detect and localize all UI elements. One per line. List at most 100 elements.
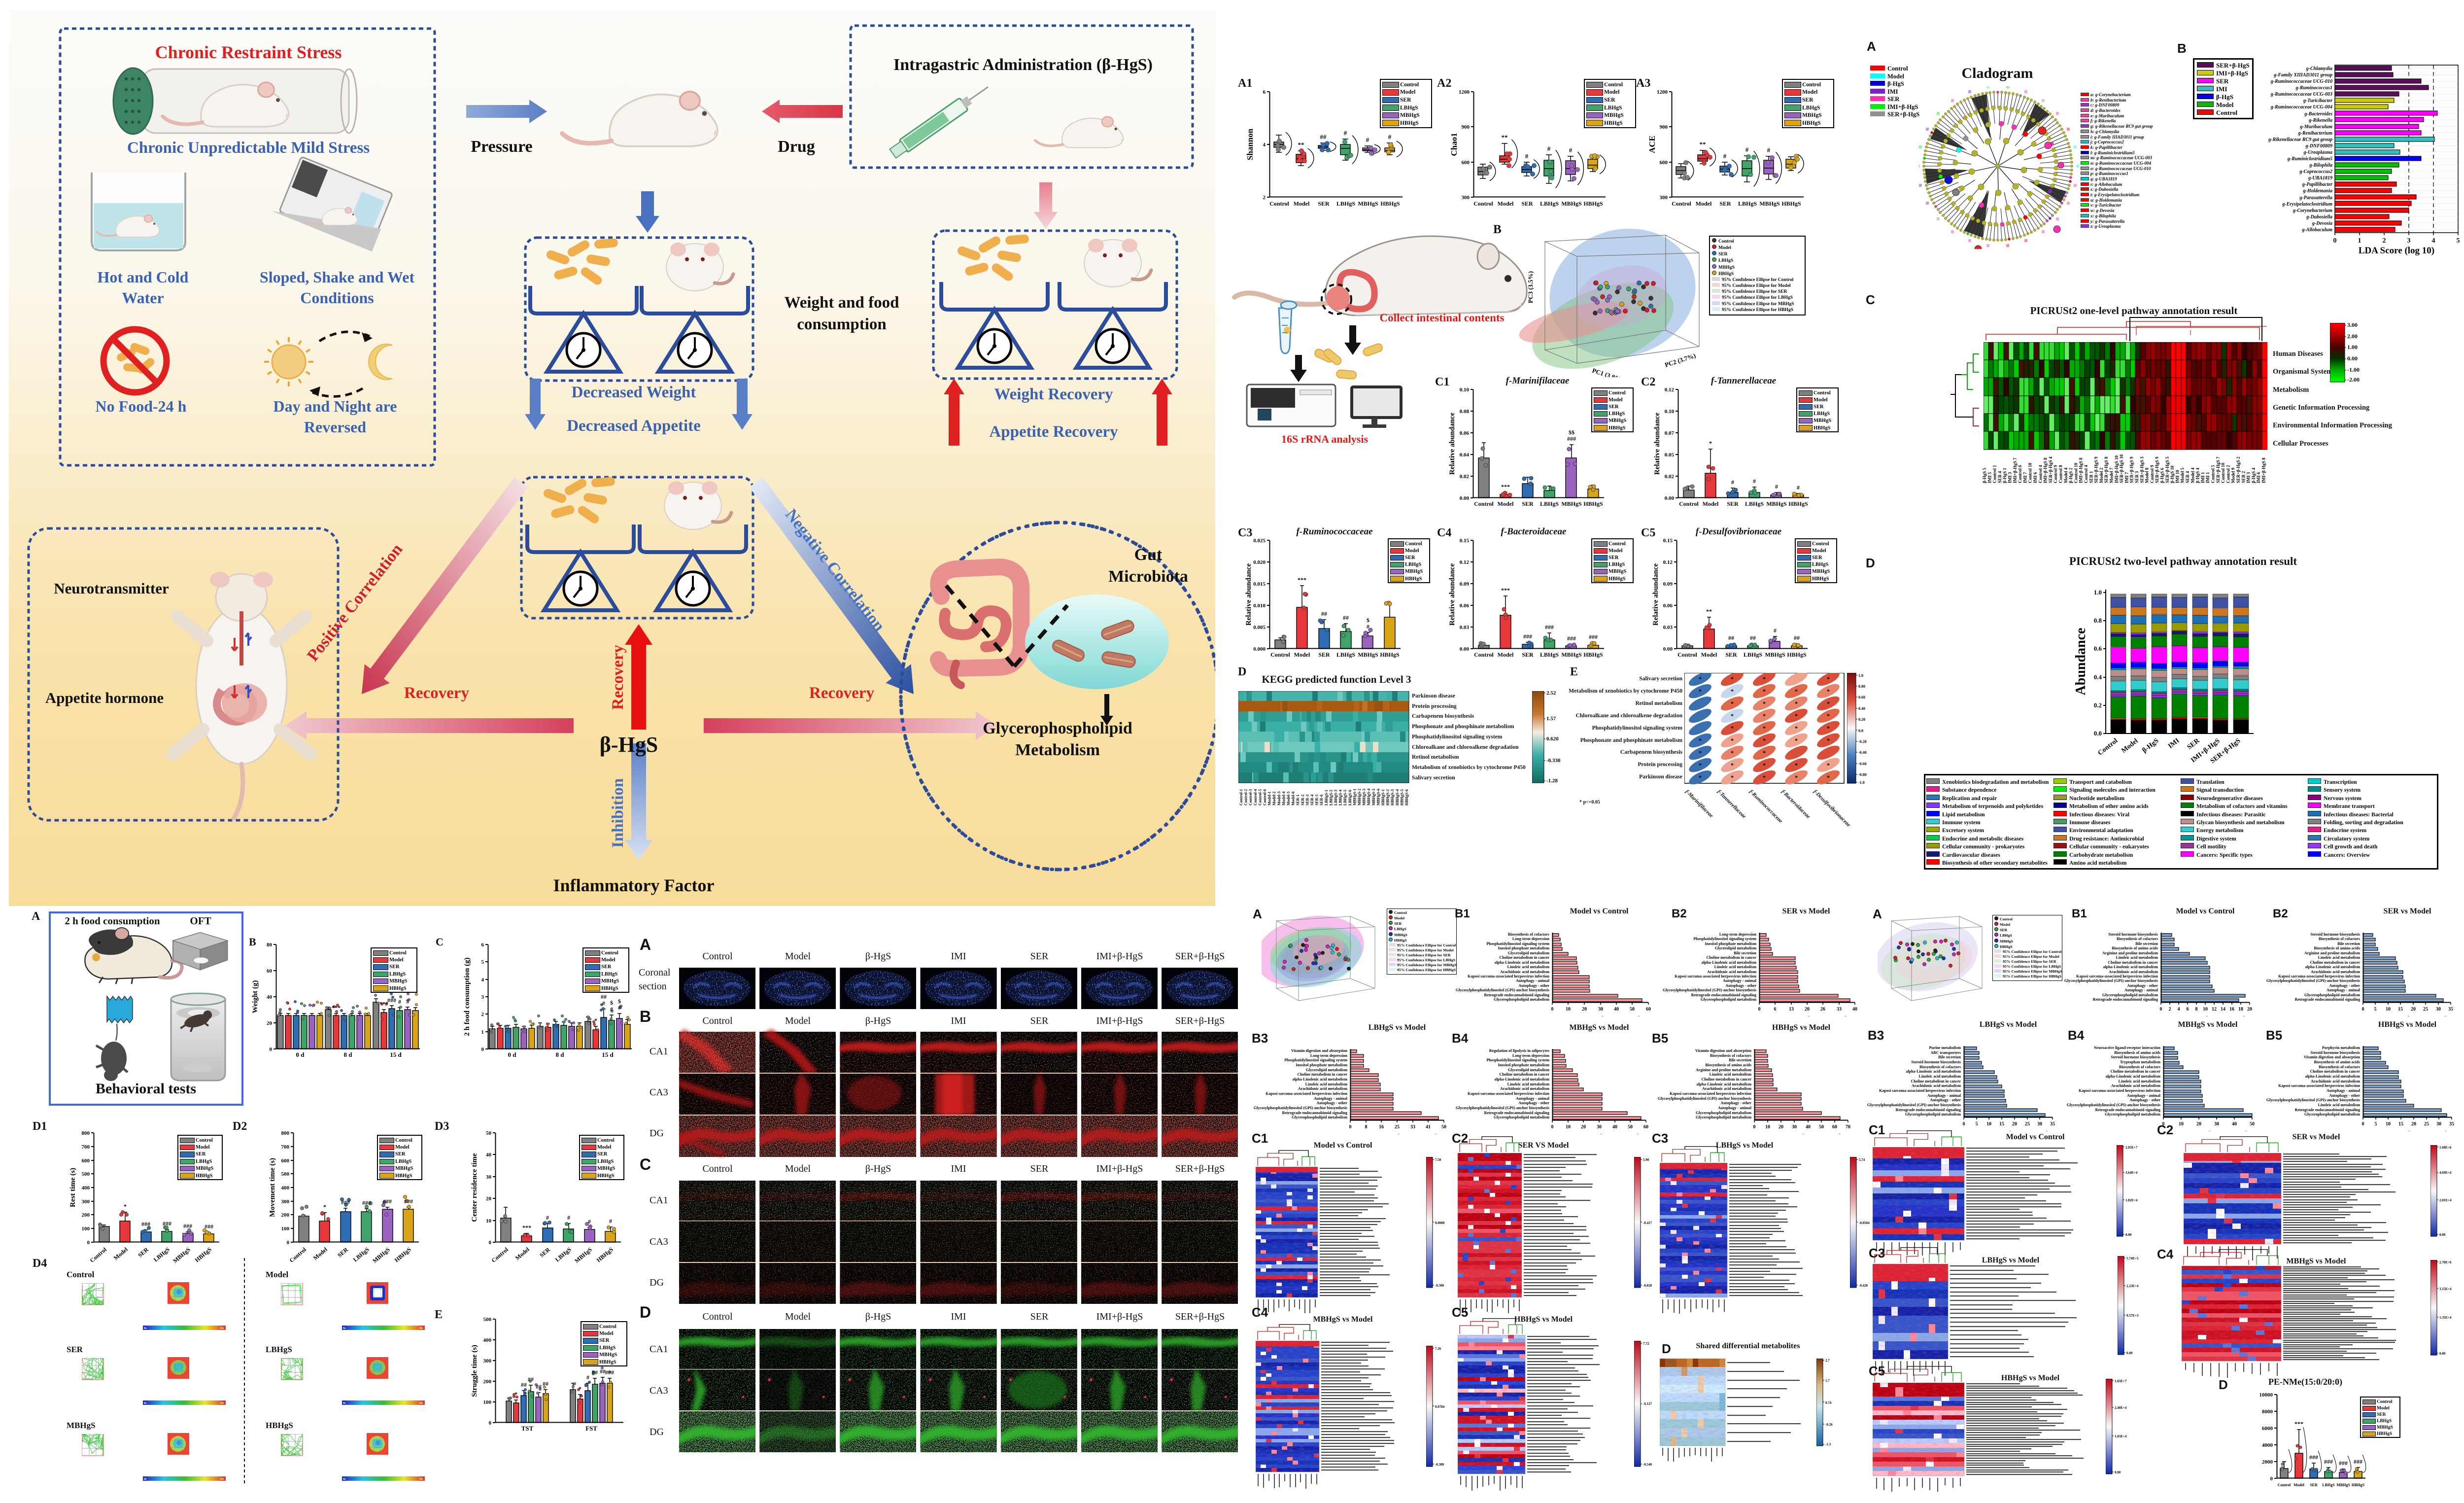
svg-text:5: 5 — [2375, 1121, 2377, 1127]
svg-text:LBHgS: LBHgS — [1744, 651, 1762, 658]
svg-text:Relative abundance: Relative abundance — [1652, 563, 1660, 626]
svg-text:Model-6: Model-6 — [1291, 792, 1296, 805]
svg-text:16: 16 — [1379, 1124, 1384, 1130]
svg-text:Autophagy - animal: Autophagy - animal — [2327, 988, 2361, 992]
svg-text:#: # — [567, 1214, 570, 1221]
svg-text:Kaposi sarcoma-associated herp: Kaposi sarcoma-associated herpesvirus in… — [1670, 1091, 1751, 1096]
svg-text:Vitamin digestion and absorpti: Vitamin digestion and absorption — [1695, 1049, 1752, 1053]
svg-text:Retrograde endocannabinoid sig: Retrograde endocannabinoid signaling — [1896, 1108, 1961, 1112]
svg-text:33: 33 — [1837, 1007, 1842, 1012]
svg-text:IMI 1: IMI 1 — [2205, 472, 2210, 483]
svg-text:Kaposi sarcoma-associated herp: Kaposi sarcoma-associated herpesvirus in… — [1468, 974, 1549, 979]
svg-text:*: * — [514, 1391, 517, 1398]
svg-text:Autophagy - animal: Autophagy - animal — [1314, 1096, 1348, 1101]
svg-text:HBHgS: HBHgS — [393, 1246, 412, 1263]
svg-text:4: 4 — [2432, 237, 2435, 245]
svg-text:TST: TST — [521, 1425, 534, 1432]
svg-text:Linoleic acid metabolism: Linoleic acid metabolism — [1305, 1082, 1348, 1086]
svg-text:0.00: 0.00 — [2115, 1470, 2121, 1474]
svg-text:SER: SER — [1318, 200, 1330, 207]
svg-text:alpha-Linolenic acid metabolis: alpha-Linolenic acid metabolism — [2105, 1074, 2160, 1079]
svg-text:3.15E+4: 3.15E+4 — [2439, 1287, 2452, 1291]
svg-text:0: 0 — [2160, 1007, 2162, 1012]
svg-text:4: 4 — [481, 977, 484, 983]
svg-text:40: 40 — [1612, 1124, 1617, 1130]
svg-text:Control 10: Control 10 — [2073, 462, 2078, 483]
svg-text:IMI 3: IMI 3 — [2246, 472, 2251, 483]
svg-text:###: ### — [2324, 1458, 2333, 1465]
svg-text:$: $ — [1367, 617, 1369, 624]
svg-text:alpha-Linolenic acid metabolis: alpha-Linolenic acid metabolism — [1292, 1077, 1347, 1082]
svg-text:0: 0 — [270, 1047, 273, 1052]
svg-text:Arachidonic acid metabolism: Arachidonic acid metabolism — [2311, 1079, 2360, 1084]
svg-text:0.0080: 0.0080 — [1435, 1221, 1445, 1225]
svg-text:800: 800 — [281, 1130, 290, 1136]
svg-text:0.00: 0.00 — [1460, 495, 1470, 501]
svg-text:Model: Model — [2120, 737, 2139, 755]
svg-text:SER: SER — [137, 1246, 150, 1258]
svg-text:50: 50 — [1628, 1124, 1633, 1130]
svg-text:2: 2 — [2169, 1007, 2171, 1012]
svg-text:0: 0 — [2362, 1121, 2364, 1127]
svg-text:0.005: 0.005 — [1253, 625, 1266, 630]
svg-text:5: 5 — [2457, 237, 2460, 245]
svg-text:900: 900 — [1462, 124, 1470, 130]
svg-text:Kaposi sarcoma-associated herp: Kaposi sarcoma-associated herpesvirus in… — [2278, 1084, 2360, 1088]
svg-text:Glycerolipid metabolism: Glycerolipid metabolism — [1306, 1068, 1347, 1072]
svg-text:5: 5 — [1976, 1121, 1978, 1127]
svg-text:#: # — [609, 1218, 612, 1224]
svg-text:*: * — [1731, 700, 1734, 707]
svg-text:Model: Model — [1696, 200, 1712, 207]
svg-text:g-Papillibacter: g-Papillibacter — [2302, 182, 2332, 187]
svg-text:g-Bacteroides: g-Bacteroides — [2304, 111, 2332, 117]
svg-text:Control: Control — [1672, 200, 1691, 207]
svg-text:100: 100 — [281, 1226, 290, 1232]
svg-text:0.03: 0.03 — [1663, 625, 1673, 630]
svg-text:10s: 10s — [419, 1327, 423, 1330]
svg-text:LBHgS: LBHgS — [2322, 1483, 2335, 1487]
svg-text:g-Bilophila: g-Bilophila — [2309, 163, 2332, 168]
svg-text:*: * — [1731, 712, 1734, 719]
svg-text:10s: 10s — [419, 1478, 423, 1481]
svg-text:0: 0 — [1963, 1121, 1965, 1127]
svg-text:Choline metabolism in cancer: Choline metabolism in cancer — [2310, 960, 2360, 965]
svg-text:25: 25 — [2423, 1007, 2428, 1012]
svg-text:*: * — [1699, 688, 1702, 695]
svg-text:40: 40 — [2232, 1121, 2237, 1127]
svg-text:*: * — [1731, 688, 1734, 695]
svg-text:HBHgS-4: HBHgS-4 — [1395, 789, 1400, 805]
svg-text:Model: Model — [1294, 651, 1310, 658]
svg-text:HBHgS: HBHgS — [1787, 651, 1807, 658]
svg-text:15: 15 — [2398, 1121, 2403, 1127]
svg-text:Model 5: Model 5 — [2180, 467, 2185, 483]
svg-text:*: * — [1827, 712, 1830, 719]
svg-text:Glycosylphosphatidylinositol (: Glycosylphosphatidylinositol (GPI)-ancho… — [1456, 1106, 1549, 1110]
svg-text:6: 6 — [481, 942, 484, 948]
svg-text:0.10: 0.10 — [1460, 387, 1470, 393]
svg-text:100: 100 — [483, 1399, 492, 1405]
svg-text:#: # — [1388, 133, 1392, 140]
svg-text:Control-5: Control-5 — [1258, 789, 1262, 805]
svg-text:#: # — [1344, 129, 1347, 137]
svg-text:IMI 7: IMI 7 — [2124, 472, 2129, 483]
svg-text:###: ### — [183, 1223, 192, 1229]
svg-text:10000: 10000 — [2259, 1392, 2273, 1398]
svg-text:-0.540: -0.540 — [1643, 1463, 1652, 1467]
svg-text:g-Turicibacter: g-Turicibacter — [2303, 98, 2332, 104]
svg-text:7.50: 7.50 — [1435, 1158, 1441, 1162]
svg-text:IMI 6: IMI 6 — [2033, 472, 2038, 483]
svg-text:20: 20 — [2196, 1121, 2201, 1127]
svg-text:0.02: 0.02 — [1460, 474, 1470, 480]
svg-text:0s: 0s — [343, 1327, 346, 1330]
svg-text:0.40: 0.40 — [1858, 706, 1865, 711]
svg-text:Control: Control — [2278, 1483, 2291, 1487]
svg-text:-1.0: -1.0 — [1858, 780, 1865, 785]
svg-text:Linoleic acid metabolism: Linoleic acid metabolism — [2318, 1103, 2361, 1107]
svg-text:*: * — [1763, 725, 1766, 732]
svg-text:SER: SER — [2310, 1483, 2318, 1487]
svg-text:3.64E+4: 3.64E+4 — [2125, 1171, 2138, 1175]
svg-text:0.80: 0.80 — [1858, 684, 1865, 689]
svg-text:50: 50 — [1630, 1007, 1635, 1012]
svg-text:Choline metabolism in cancer: Choline metabolism in cancer — [1701, 1077, 1751, 1082]
svg-text:SER: SER — [538, 1246, 551, 1258]
